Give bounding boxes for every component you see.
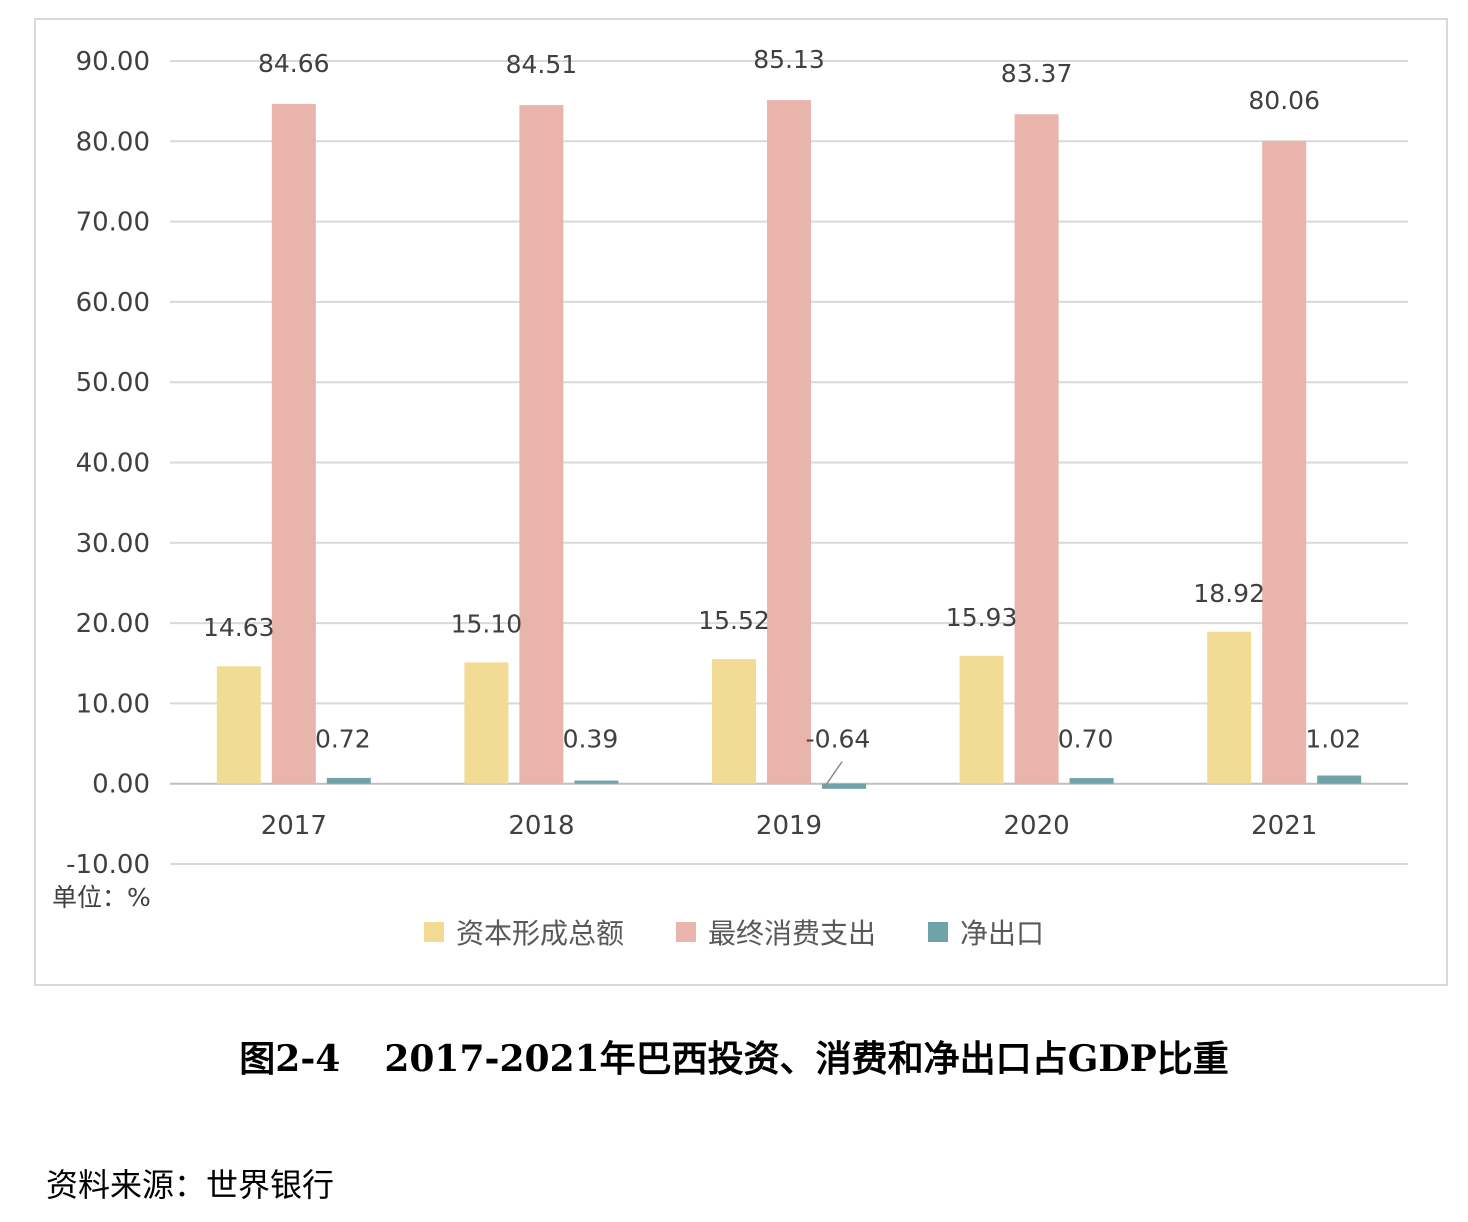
legend-item-net-exports: 净出口 [928,912,1044,952]
y-tick-label: 20.00 [76,609,150,639]
leader-line [823,761,843,789]
data-label: 15.10 [451,609,523,638]
data-label: 18.92 [1193,579,1265,608]
y-tick-label: -10.00 [66,850,150,880]
x-category-label: 2018 [508,811,574,841]
data-label: 1.02 [1305,725,1361,754]
x-axis-categories: 2017 2018 2019 2020 2021 [261,811,1318,841]
figure-caption: 图2-4 2017-2021年巴西投资、消费和净出口占GDP比重 [0,1030,1468,1082]
unit-label: 单位：% [52,883,151,912]
legend-label: 最终消费支出 [707,917,876,950]
figure-title: 2017-2021年巴西投资、消费和净出口占GDP比重 [384,1038,1229,1080]
bar [464,662,509,784]
legend-label: 净出口 [960,917,1045,950]
bar [271,103,316,784]
y-tick-label: 50.00 [76,368,150,398]
data-label: -0.64 [806,725,871,754]
data-label: 15.93 [946,603,1018,632]
bar [1262,140,1307,784]
figure-number: 图2-4 [239,1038,341,1080]
bar [822,783,866,789]
bar [1014,114,1059,784]
data-label: 80.06 [1248,86,1320,115]
y-tick-label: 90.00 [76,47,150,77]
bar [574,780,619,784]
data-label: 0.72 [315,725,371,754]
legend-item-final-consumption: 最终消费支出 [675,912,876,952]
y-tick-label: 70.00 [76,208,150,238]
legend-swatch [675,922,696,942]
y-tick-label: 60.00 [76,288,150,318]
x-category-label: 2021 [1251,811,1317,841]
data-label: 0.70 [1058,725,1114,754]
x-category-label: 2017 [261,811,327,841]
source-note: 资料来源：世界银行 [46,1166,335,1204]
data-label: 84.51 [506,50,578,79]
x-category-label: 2020 [1004,811,1070,841]
data-label: 83.37 [1001,59,1073,88]
bar [216,666,261,784]
legend: 资本形成总额 最终消费支出 净出口 [0,912,1468,952]
data-label: 85.13 [753,45,825,74]
y-tick-label: 80.00 [76,127,150,157]
bar [1317,775,1362,784]
bar [519,105,564,784]
bar [326,777,371,784]
bar [959,655,1004,784]
legend-label: 资本形成总额 [455,917,624,950]
bar [712,659,756,784]
data-label: 0.39 [563,725,619,754]
data-label: 14.63 [203,613,275,642]
y-tick-label: 40.00 [76,449,150,479]
bar [1069,778,1114,784]
bar-chart: 90.00 80.00 70.00 60.00 50.00 40.00 30.00 20.00… [66,45,1408,880]
x-category-label: 2019 [756,811,822,841]
legend-item-capital-formation: 资本形成总额 [423,912,624,952]
bars [216,100,1362,789]
legend-swatch [928,922,948,942]
y-tick-label: 0.00 [92,770,150,800]
bar [1207,631,1252,784]
bar [767,100,811,784]
legend-swatch [423,922,444,942]
y-tick-label: 30.00 [76,529,150,559]
y-tick-label: 10.00 [76,689,150,719]
data-label: 15.52 [698,606,770,635]
chart-frame [34,18,1448,986]
data-label: 84.66 [258,49,330,78]
y-axis-ticks: 90.00 80.00 70.00 60.00 50.00 40.00 30.00 20.00… [66,47,150,880]
data-labels: 14.63 84.66 0.72 15.10 84.51 0.39 15.52 85.13 -0… [203,45,1361,789]
